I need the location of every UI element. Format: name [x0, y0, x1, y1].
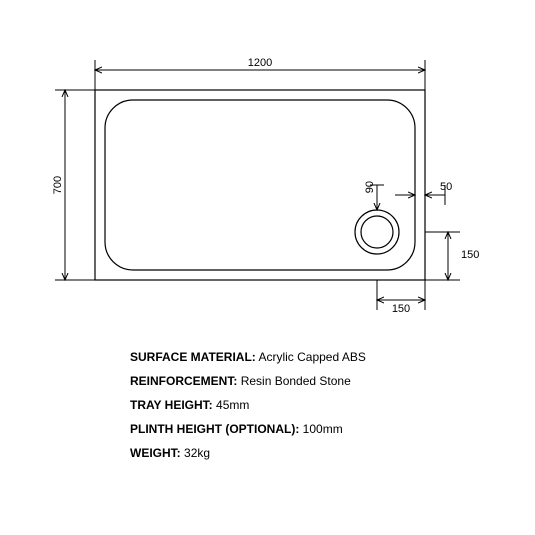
- spec-value: Resin Bonded Stone: [241, 374, 351, 388]
- spec-value: 32kg: [184, 446, 210, 460]
- dim-right-150-value: 150: [461, 249, 479, 261]
- dim-offset-50: 50: [395, 181, 452, 205]
- spec-row: SURFACE MATERIAL: Acrylic Capped ABS: [130, 345, 366, 369]
- dim-height: 700: [52, 90, 95, 280]
- page: 1200 700 50 90: [0, 0, 535, 535]
- spec-value: Acrylic Capped ABS: [258, 350, 365, 364]
- spec-value: 100mm: [303, 422, 343, 436]
- dim-width: 1200: [95, 57, 425, 90]
- dim-drain-90: 90: [364, 181, 384, 210]
- spec-list: SURFACE MATERIAL: Acrylic Capped ABS REI…: [130, 345, 366, 465]
- spec-row: REINFORCEMENT: Resin Bonded Stone: [130, 369, 366, 393]
- dim-right-150: 150: [425, 232, 479, 280]
- dim-offset-50-value: 50: [440, 181, 452, 193]
- drain-outer: [355, 210, 399, 254]
- spec-row: PLINTH HEIGHT (OPTIONAL): 100mm: [130, 417, 366, 441]
- spec-value: 45mm: [216, 398, 249, 412]
- technical-drawing: 1200 700 50 90: [50, 55, 485, 315]
- spec-label: PLINTH HEIGHT (OPTIONAL):: [130, 422, 299, 436]
- spec-label: TRAY HEIGHT:: [130, 398, 213, 412]
- dim-bottom-150-value: 150: [392, 303, 410, 315]
- drain-inner: [361, 216, 393, 248]
- spec-row: TRAY HEIGHT: 45mm: [130, 393, 366, 417]
- spec-label: REINFORCEMENT:: [130, 374, 237, 388]
- dim-height-value: 700: [52, 176, 64, 194]
- dim-bottom-150: 150: [377, 280, 425, 315]
- spec-label: SURFACE MATERIAL:: [130, 350, 256, 364]
- dim-drain-90-value: 90: [364, 181, 376, 193]
- dim-width-value: 1200: [248, 57, 272, 69]
- spec-label: WEIGHT:: [130, 446, 181, 460]
- spec-row: WEIGHT: 32kg: [130, 441, 366, 465]
